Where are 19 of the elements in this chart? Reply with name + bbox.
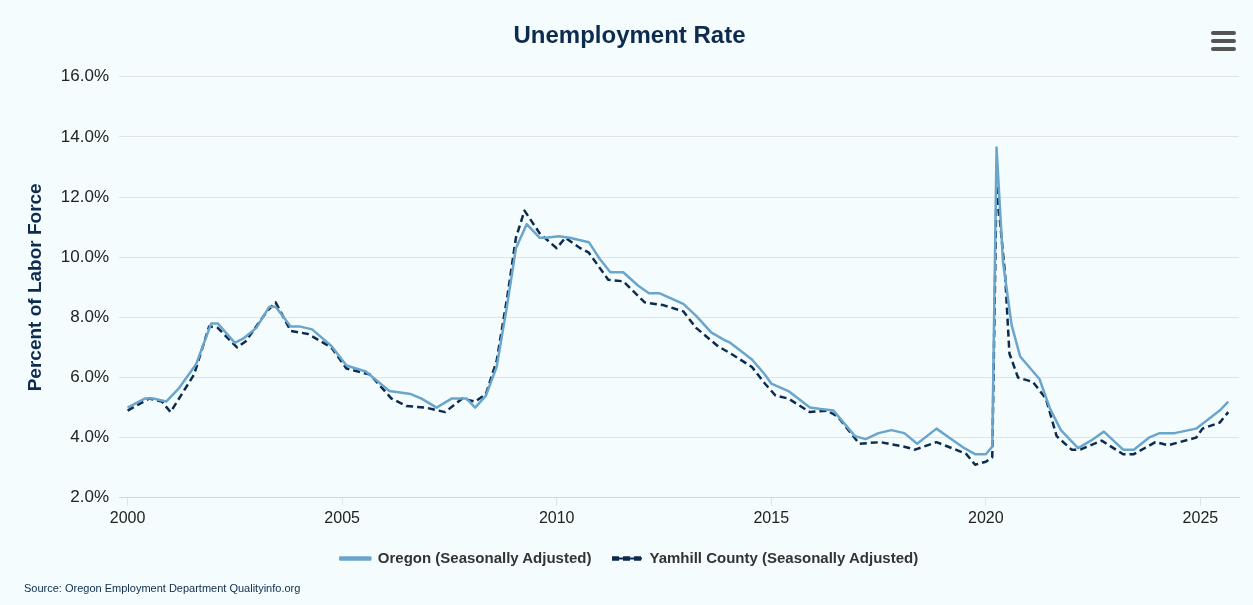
- x-tick-label: 2005: [324, 508, 361, 526]
- legend-label: Oregon (Seasonally Adjusted): [377, 548, 592, 566]
- x-tick-label: 2010: [538, 508, 575, 526]
- source-note: Source: Oregon Employment Department Qualityinfo.org: [24, 582, 301, 594]
- x-tick-label: 2025: [1182, 508, 1219, 526]
- x-tick-label: 2020: [968, 508, 1004, 526]
- x-tick-label: 2000: [109, 508, 146, 526]
- x-tick-label: 2015: [753, 508, 790, 526]
- legend-label: Yamhill County (Seasonally Adjusted): [649, 548, 919, 566]
- y-axis-title: Percent of Labor Force: [23, 183, 45, 392]
- y-tick-label: 2.0%: [70, 487, 109, 507]
- y-tick-label: 14.0%: [60, 126, 109, 146]
- y-tick-label: 12.0%: [60, 186, 109, 206]
- y-tick-label: 4.0%: [70, 427, 109, 447]
- y-tick-label: 6.0%: [70, 367, 109, 387]
- y-tick-label: 8.0%: [70, 307, 109, 327]
- chart-title: Unemployment Rate: [513, 21, 746, 49]
- y-tick-label: 10.0%: [60, 246, 109, 266]
- y-tick-label: 16.0%: [60, 66, 109, 86]
